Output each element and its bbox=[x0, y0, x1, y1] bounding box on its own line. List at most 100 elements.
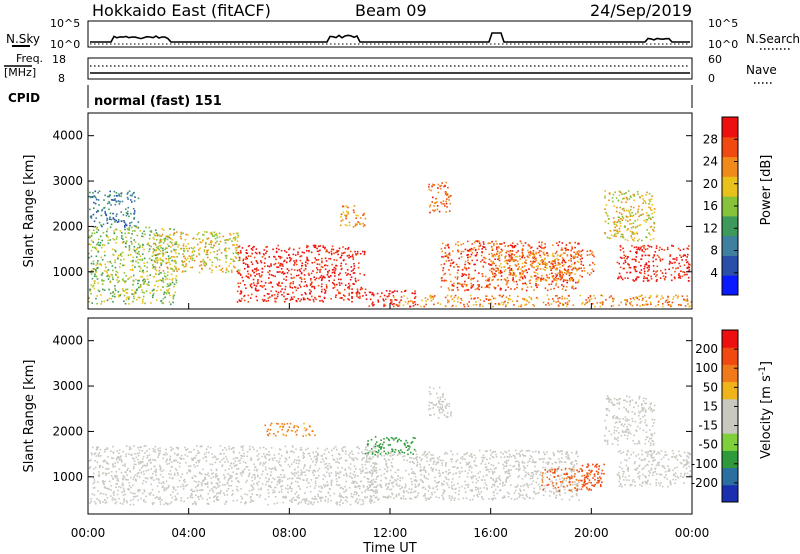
power-echo-pixel bbox=[251, 252, 253, 255]
velocity-echo-pixel bbox=[293, 499, 296, 501]
velocity-echo-pixel bbox=[226, 494, 229, 496]
velocity-echo-pixel bbox=[185, 461, 187, 464]
power-echo-pixel bbox=[152, 265, 155, 268]
velocity-echo-pixel bbox=[115, 458, 118, 461]
power-echo-pixel bbox=[310, 281, 313, 283]
velocity-echo-pixel bbox=[197, 483, 200, 486]
power-echo-pixel bbox=[288, 247, 291, 249]
power-echo-pixel bbox=[639, 224, 642, 226]
power-echo-pixel bbox=[119, 254, 122, 256]
power-echo-pixel bbox=[686, 261, 688, 264]
velocity-echo-pixel bbox=[287, 491, 289, 494]
power-echo-pixel bbox=[115, 241, 117, 244]
power-echo-pixel bbox=[625, 215, 628, 218]
velocity-echo-pixel bbox=[349, 468, 352, 470]
velocity-echo-pixel bbox=[248, 469, 250, 471]
velocity-echo-pixel bbox=[166, 502, 168, 505]
power-echo-pixel bbox=[574, 267, 577, 269]
velocity-echo-pixel bbox=[319, 498, 322, 500]
power-echo-pixel bbox=[521, 276, 524, 279]
power-echo-pixel bbox=[351, 297, 353, 299]
power-echo-pixel bbox=[471, 251, 474, 254]
velocity-echo-pixel bbox=[549, 480, 552, 483]
power-echo-pixel bbox=[466, 289, 468, 291]
power-echo-pixel bbox=[159, 252, 161, 255]
velocity-echo-pixel bbox=[178, 465, 181, 468]
velocity-echo-pixel bbox=[516, 497, 518, 500]
velocity-echo-pixel bbox=[207, 472, 209, 475]
power-echo-pixel bbox=[339, 224, 342, 227]
power-echo-pixel bbox=[96, 302, 98, 305]
power-echo-pixel bbox=[331, 269, 334, 271]
power-echo-pixel bbox=[451, 284, 454, 287]
power-echo-pixel bbox=[141, 291, 144, 293]
velocity-echo-pixel bbox=[289, 450, 292, 453]
velocity-echo-pixel bbox=[127, 467, 129, 470]
power-echo-pixel bbox=[155, 234, 157, 237]
power-echo-pixel bbox=[560, 278, 563, 280]
power-echo-pixel bbox=[462, 250, 465, 253]
power-echo-pixel bbox=[280, 256, 283, 259]
velocity-echo-pixel bbox=[188, 451, 191, 453]
power-echo-pixel bbox=[554, 262, 556, 264]
power-echo-pixel bbox=[561, 297, 563, 300]
velocity-echo-pixel bbox=[170, 449, 172, 452]
velocity-echo-pixel bbox=[279, 473, 282, 476]
velocity-echo-pixel bbox=[357, 484, 360, 487]
velocity-echo-pixel bbox=[236, 488, 238, 491]
power-echo-pixel bbox=[201, 267, 203, 270]
velocity-echo-pixel bbox=[193, 480, 196, 482]
power-echo-pixel bbox=[147, 243, 149, 245]
power-echo-pixel bbox=[137, 258, 139, 261]
power-echo-pixel bbox=[505, 262, 508, 264]
velocity-echo-pixel bbox=[265, 483, 267, 486]
power-echo-pixel bbox=[643, 270, 646, 273]
power-echo-pixel bbox=[475, 301, 477, 303]
velocity-echo-pixel bbox=[304, 492, 306, 494]
power-echo-pixel bbox=[625, 302, 627, 304]
power-echo-pixel bbox=[524, 242, 527, 244]
power-echo-pixel bbox=[636, 225, 639, 228]
power-echo-pixel bbox=[156, 259, 158, 262]
power-echo-pixel bbox=[110, 298, 113, 300]
power-echo-pixel bbox=[338, 291, 340, 293]
power-echo-pixel bbox=[624, 277, 626, 279]
power-echo-pixel bbox=[237, 236, 239, 238]
velocity-echo-pixel bbox=[265, 457, 267, 460]
power-echo-pixel bbox=[678, 274, 680, 276]
power-echo-pixel bbox=[251, 286, 253, 289]
power-echo-pixel bbox=[341, 254, 343, 257]
power-echo-pixel bbox=[326, 264, 329, 267]
power-echo-pixel bbox=[280, 249, 283, 252]
power-echo-pixel bbox=[198, 249, 200, 251]
velocity-echo-pixel bbox=[300, 474, 302, 476]
power-echo-pixel bbox=[588, 273, 591, 276]
velocity-echo-pixel bbox=[359, 498, 361, 501]
power-echo-pixel bbox=[127, 198, 129, 200]
power-echo-pixel bbox=[299, 300, 301, 302]
velocity-echo-pixel bbox=[169, 502, 171, 505]
power-echo-pixel bbox=[93, 280, 96, 283]
power-echo-pixel bbox=[541, 247, 543, 249]
power-echo-pixel bbox=[464, 267, 466, 269]
power-echo-pixel bbox=[162, 247, 164, 250]
power-echo-pixel bbox=[446, 254, 448, 256]
power-echo-pixel bbox=[362, 295, 364, 297]
power-echo-pixel bbox=[144, 278, 147, 281]
power-echo-pixel bbox=[512, 271, 515, 274]
power-echo-pixel bbox=[629, 302, 631, 304]
power-echo-pixel bbox=[114, 287, 116, 290]
power-echo-pixel bbox=[173, 256, 176, 258]
power-echo-pixel bbox=[290, 298, 292, 301]
velocity-echo-pixel bbox=[371, 471, 374, 474]
velocity-echo-pixel bbox=[174, 489, 177, 491]
power-echo-pixel bbox=[277, 262, 280, 264]
power-echo-pixel bbox=[192, 254, 195, 256]
power-echo-pixel bbox=[92, 246, 94, 249]
power-echo-pixel bbox=[611, 297, 614, 300]
velocity-echo-pixel bbox=[337, 472, 340, 475]
velocity-echo-pixel bbox=[220, 489, 222, 492]
velocity-echo-pixel bbox=[293, 461, 295, 463]
velocity-echo-pixel bbox=[111, 471, 113, 473]
power-echo-pixel bbox=[555, 275, 558, 277]
